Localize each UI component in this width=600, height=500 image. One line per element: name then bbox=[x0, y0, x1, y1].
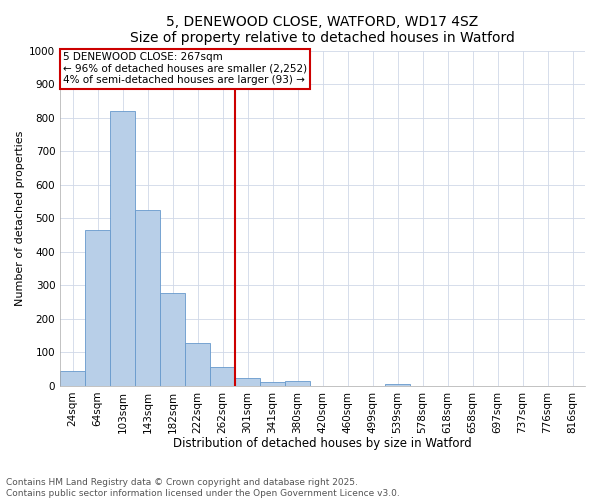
Bar bbox=[385, 384, 410, 386]
Y-axis label: Number of detached properties: Number of detached properties bbox=[15, 130, 25, 306]
X-axis label: Distribution of detached houses by size in Watford: Distribution of detached houses by size … bbox=[173, 437, 472, 450]
Bar bbox=[210, 368, 235, 386]
Text: 5 DENEWOOD CLOSE: 267sqm
← 96% of detached houses are smaller (2,252)
4% of semi: 5 DENEWOOD CLOSE: 267sqm ← 96% of detach… bbox=[63, 52, 307, 86]
Bar bbox=[85, 230, 110, 386]
Title: 5, DENEWOOD CLOSE, WATFORD, WD17 4SZ
Size of property relative to detached house: 5, DENEWOOD CLOSE, WATFORD, WD17 4SZ Siz… bbox=[130, 15, 515, 45]
Bar bbox=[235, 378, 260, 386]
Bar bbox=[135, 210, 160, 386]
Bar bbox=[60, 371, 85, 386]
Bar bbox=[160, 292, 185, 386]
Bar bbox=[110, 111, 135, 386]
Bar bbox=[185, 343, 210, 386]
Text: Contains HM Land Registry data © Crown copyright and database right 2025.
Contai: Contains HM Land Registry data © Crown c… bbox=[6, 478, 400, 498]
Bar bbox=[260, 382, 285, 386]
Bar bbox=[285, 382, 310, 386]
